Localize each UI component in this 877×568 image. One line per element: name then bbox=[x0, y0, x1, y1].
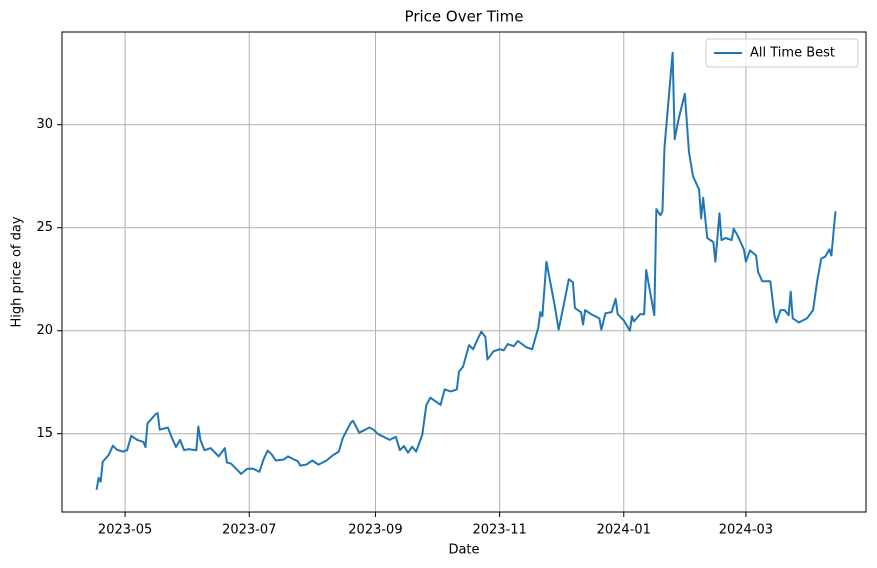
y-tick-label: 30 bbox=[36, 117, 53, 132]
x-tick-label: 2023-07 bbox=[222, 523, 276, 538]
legend-label: All Time Best bbox=[750, 46, 835, 61]
y-tick-label: 15 bbox=[36, 426, 53, 441]
x-tick-label: 2024-03 bbox=[719, 523, 773, 538]
x-tick-label: 2023-11 bbox=[472, 523, 526, 538]
x-tick-label: 2024-01 bbox=[597, 523, 651, 538]
line-series bbox=[95, 51, 837, 490]
x-tick-label: 2023-05 bbox=[98, 523, 152, 538]
x-axis-label: Date bbox=[448, 543, 479, 558]
legend-box bbox=[705, 38, 859, 68]
x-tick-label: 2023-09 bbox=[348, 523, 402, 538]
y-tick-label: 20 bbox=[36, 323, 53, 338]
y-axis-label: High price of day bbox=[10, 216, 25, 327]
chart-title: Price Over Time bbox=[405, 8, 524, 26]
y-tick-label: 25 bbox=[36, 220, 53, 235]
plot-frame bbox=[61, 31, 867, 513]
